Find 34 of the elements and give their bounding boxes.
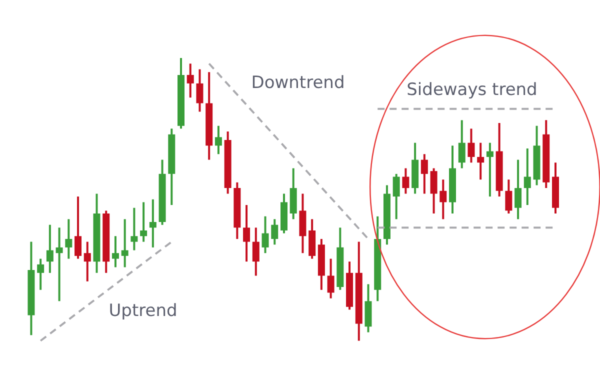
candlestick xyxy=(440,178,447,220)
candlestick xyxy=(262,215,269,254)
candlestick xyxy=(130,206,138,252)
candlestick xyxy=(514,158,522,220)
candlestick xyxy=(271,218,278,246)
candlestick xyxy=(327,258,334,300)
candlestick xyxy=(74,196,82,260)
candlestick xyxy=(468,128,475,164)
candlestick xyxy=(402,167,410,195)
candlestick xyxy=(430,167,438,214)
annotation: Uptrend xyxy=(108,301,178,321)
candlestick xyxy=(186,62,194,99)
candlestick xyxy=(196,68,204,113)
candlestick xyxy=(420,153,428,195)
candlestick xyxy=(37,258,44,291)
candlestick xyxy=(524,147,531,206)
candlestick xyxy=(46,224,54,274)
candlestick xyxy=(458,119,466,170)
candlestick xyxy=(243,204,250,263)
candlestick xyxy=(252,226,260,277)
candlestick xyxy=(505,178,512,214)
candlestick xyxy=(214,124,222,156)
candlestick xyxy=(65,218,72,260)
candlestick xyxy=(477,142,484,181)
annotation: Sideways trend xyxy=(406,80,538,100)
candlestick xyxy=(56,226,63,302)
annotation: Downtrend xyxy=(251,73,345,93)
candlestick xyxy=(392,172,400,220)
candlestick xyxy=(486,142,494,198)
candlestick xyxy=(140,201,148,243)
candlestick xyxy=(112,235,119,268)
candlestick xyxy=(121,218,128,268)
candlestick xyxy=(149,198,156,248)
candlestick xyxy=(84,240,91,282)
